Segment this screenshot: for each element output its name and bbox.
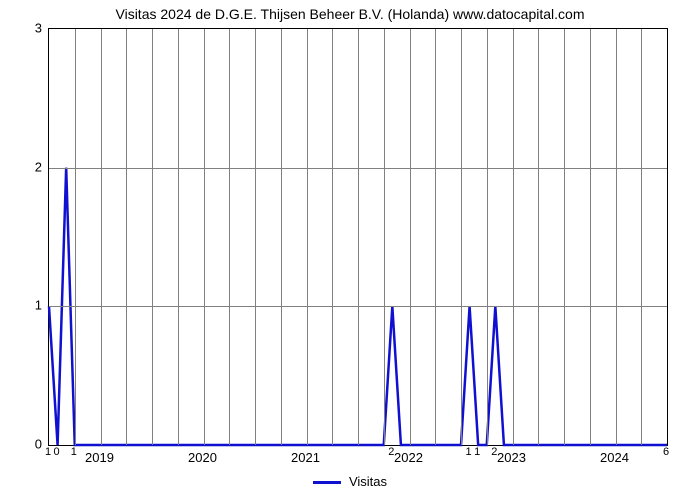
x-tick-label: 2022: [394, 450, 423, 465]
x-tick-label: 2023: [497, 450, 526, 465]
gridline-v: [255, 29, 256, 445]
chart-title: Visitas 2024 de D.G.E. Thijsen Beheer B.…: [0, 6, 700, 22]
data-point-label: 2: [388, 446, 394, 458]
gridline-v: [101, 29, 102, 445]
gridline-v: [616, 29, 617, 445]
data-point-label: 1: [474, 446, 480, 458]
gridline-v: [410, 29, 411, 445]
gridline-v: [590, 29, 591, 445]
gridline-v: [538, 29, 539, 445]
data-point-label: 1: [71, 446, 77, 458]
x-tick-label: 2024: [600, 450, 629, 465]
legend: Visitas: [0, 474, 700, 489]
data-point-label: 2: [491, 446, 497, 458]
gridline-v: [384, 29, 385, 445]
gridline-v: [178, 29, 179, 445]
gridline-v: [332, 29, 333, 445]
plot-area: [48, 28, 668, 446]
x-tick-label: 2020: [188, 450, 217, 465]
gridline-v: [358, 29, 359, 445]
gridline-v: [564, 29, 565, 445]
data-point-label: 6: [663, 446, 669, 458]
gridline-v: [126, 29, 127, 445]
gridline-v: [435, 29, 436, 445]
y-tick-label: 0: [0, 437, 42, 452]
gridline-v: [281, 29, 282, 445]
legend-label: Visitas: [349, 474, 387, 489]
y-tick-label: 1: [0, 298, 42, 313]
gridline-v: [204, 29, 205, 445]
gridline-v: [641, 29, 642, 445]
gridline-v: [461, 29, 462, 445]
x-tick-label: 2021: [291, 450, 320, 465]
gridline-v: [513, 29, 514, 445]
y-tick-label: 3: [0, 21, 42, 36]
gridline-v: [307, 29, 308, 445]
gridline-v: [229, 29, 230, 445]
legend-swatch: [313, 481, 341, 484]
data-point-label: 1: [466, 446, 472, 458]
y-tick-label: 2: [0, 159, 42, 174]
x-tick-label: 2019: [85, 450, 114, 465]
data-point-label: 1: [45, 446, 51, 458]
gridline-v: [152, 29, 153, 445]
gridline-v: [75, 29, 76, 445]
data-point-label: 0: [54, 446, 60, 458]
gridline-v: [487, 29, 488, 445]
visits-chart: Visitas 2024 de D.G.E. Thijsen Beheer B.…: [0, 0, 700, 500]
